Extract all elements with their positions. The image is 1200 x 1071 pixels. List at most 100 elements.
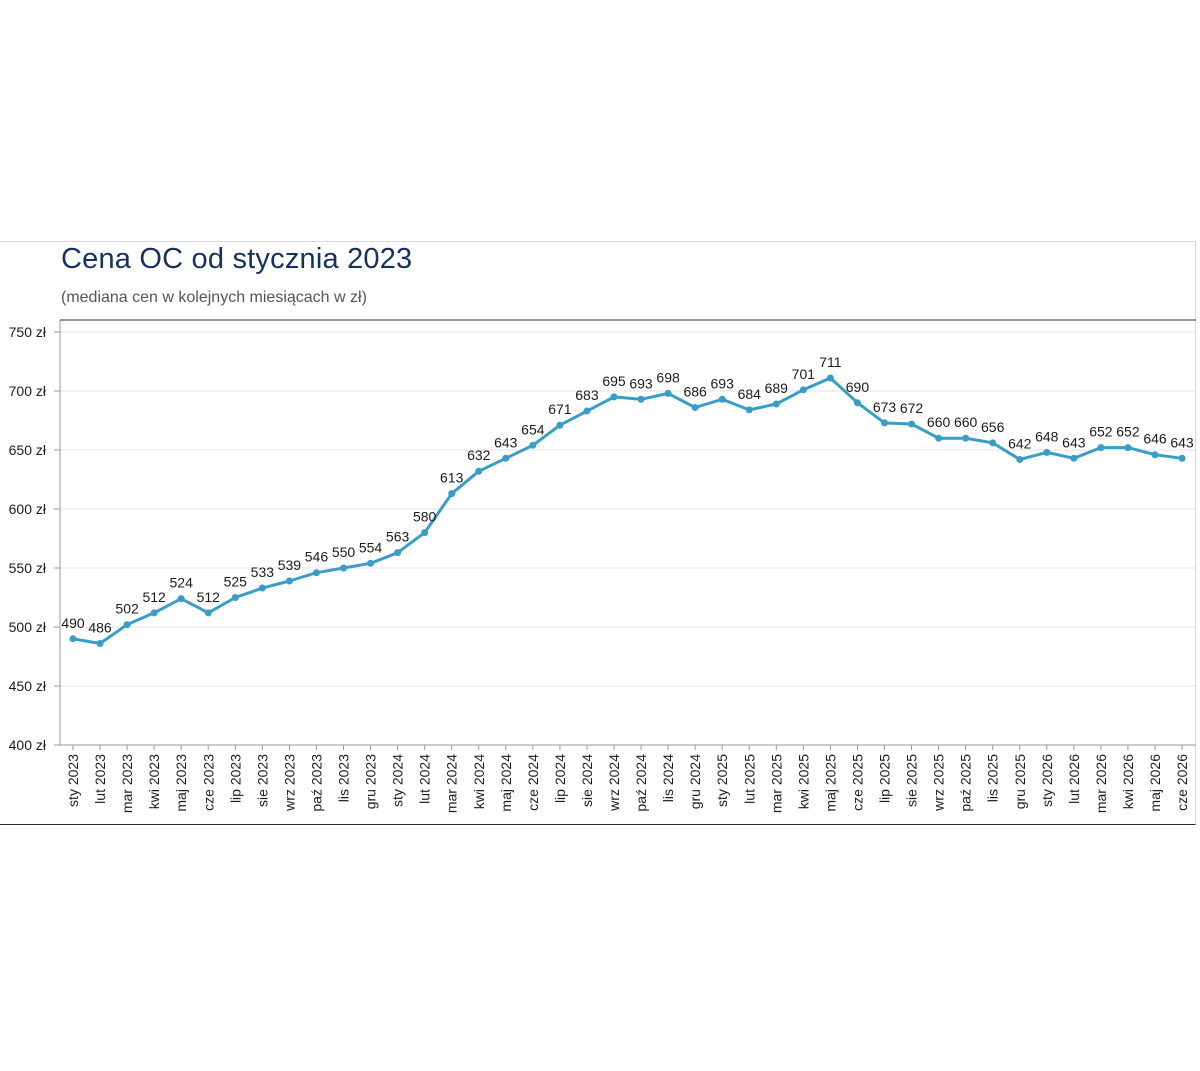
data-point: [177, 595, 185, 603]
data-label: 546: [305, 549, 329, 565]
data-point: [502, 454, 510, 462]
data-label: 642: [1008, 435, 1032, 451]
series-line: [72, 376, 1183, 645]
y-tick-label: 700 zł: [9, 383, 47, 399]
data-point: [448, 490, 456, 498]
x-tick-label: wrz 2023: [281, 754, 297, 812]
data-point: [799, 386, 807, 394]
data-label: 693: [711, 375, 735, 391]
data-point: [96, 640, 104, 648]
data-point: [772, 400, 780, 408]
data-label: 671: [548, 401, 572, 417]
data-label: 580: [413, 509, 437, 525]
data-point: [204, 609, 212, 617]
x-tick-label: paź 2023: [308, 754, 324, 812]
data-label: 648: [1035, 428, 1059, 444]
x-tick-label: lis 2023: [336, 754, 352, 802]
data-label: 646: [1143, 431, 1167, 447]
data-label: 660: [927, 414, 951, 430]
data-label: 672: [900, 400, 924, 416]
data-label: 673: [873, 399, 897, 415]
data-point: [150, 609, 158, 617]
x-tick-label: lis 2025: [985, 754, 1001, 802]
x-tick-label: gru 2024: [687, 754, 703, 809]
x-tick-label: paź 2025: [958, 754, 974, 812]
data-point: [1151, 451, 1159, 459]
data-point: [962, 434, 970, 442]
x-tick-label: wrz 2024: [606, 754, 622, 812]
data-point: [231, 594, 239, 601]
data-point: [421, 529, 429, 537]
y-tick-label: 750 zł: [9, 324, 47, 340]
data-label: 613: [440, 470, 464, 486]
x-tick-label: kwi 2025: [795, 754, 811, 809]
data-point: [637, 395, 645, 403]
data-point: [529, 441, 537, 449]
data-label: 524: [170, 575, 194, 591]
data-point: [610, 393, 618, 401]
y-tick-label: 600 zł: [9, 501, 47, 517]
data-label: 632: [467, 447, 491, 463]
data-label: 683: [575, 387, 599, 403]
data-label: 690: [846, 379, 870, 395]
x-tick-label: mar 2026: [1093, 754, 1109, 813]
data-label: 550: [332, 544, 356, 560]
x-tick-label: sie 2023: [254, 754, 270, 807]
x-tick-label: sty 2025: [714, 754, 730, 807]
data-point: [691, 404, 699, 412]
data-label: 701: [792, 366, 816, 382]
x-tick-label: lip 2024: [552, 754, 568, 803]
data-label: 643: [494, 434, 518, 450]
x-tick-label: paź 2024: [633, 754, 649, 812]
x-tick-label: lut 2025: [741, 754, 757, 804]
data-point: [853, 399, 861, 407]
data-label: 698: [656, 369, 680, 385]
x-tick-label: mar 2023: [119, 754, 135, 813]
x-tick-label: lip 2023: [227, 754, 243, 803]
x-tick-label: sie 2024: [579, 754, 595, 807]
x-tick-label: sty 2026: [1039, 754, 1055, 807]
x-tick-label: sie 2025: [904, 754, 920, 807]
x-tick-label: maj 2024: [498, 754, 514, 812]
data-point: [69, 635, 77, 643]
data-point: [367, 559, 375, 567]
data-point: [1097, 444, 1105, 452]
x-tick-label: sty 2024: [390, 754, 406, 807]
data-label: 686: [683, 384, 707, 400]
x-tick-label: mar 2024: [444, 754, 460, 813]
data-label: 711: [819, 354, 842, 370]
data-label: 660: [954, 414, 978, 430]
x-tick-label: cze 2023: [200, 754, 216, 811]
data-label: 512: [197, 589, 221, 605]
x-tick-label: maj 2025: [822, 754, 838, 812]
chart-subtitle: (mediana cen w kolejnych miesiącach w zł…: [61, 289, 367, 306]
data-point: [1043, 448, 1051, 456]
axes: [54, 319, 1196, 750]
data-label: 643: [1170, 434, 1194, 450]
data-point: [908, 420, 916, 428]
x-tick-label: kwi 2023: [146, 754, 162, 809]
x-tick-label: lut 2024: [417, 754, 433, 804]
data-point: [258, 584, 266, 592]
gridlines: [60, 331, 1196, 687]
data-label: 563: [386, 529, 410, 545]
data-point: [556, 421, 564, 429]
x-tick-label: lut 2023: [92, 754, 108, 804]
x-tick-label: sty 2023: [65, 754, 81, 807]
data-label: 652: [1089, 424, 1113, 440]
data-points: [69, 374, 1186, 648]
data-label: 695: [602, 373, 626, 389]
data-point: [394, 549, 402, 557]
data-point: [826, 374, 834, 382]
data-point: [881, 419, 888, 427]
data-label: 652: [1116, 424, 1140, 440]
data-point: [935, 434, 943, 442]
data-label: 554: [359, 539, 383, 555]
data-point: [989, 439, 997, 447]
data-label: 533: [251, 564, 275, 580]
data-point: [285, 577, 293, 585]
series-line-path: [72, 376, 1183, 645]
data-point: [1178, 454, 1186, 462]
x-tick-label: lip 2025: [877, 754, 893, 803]
